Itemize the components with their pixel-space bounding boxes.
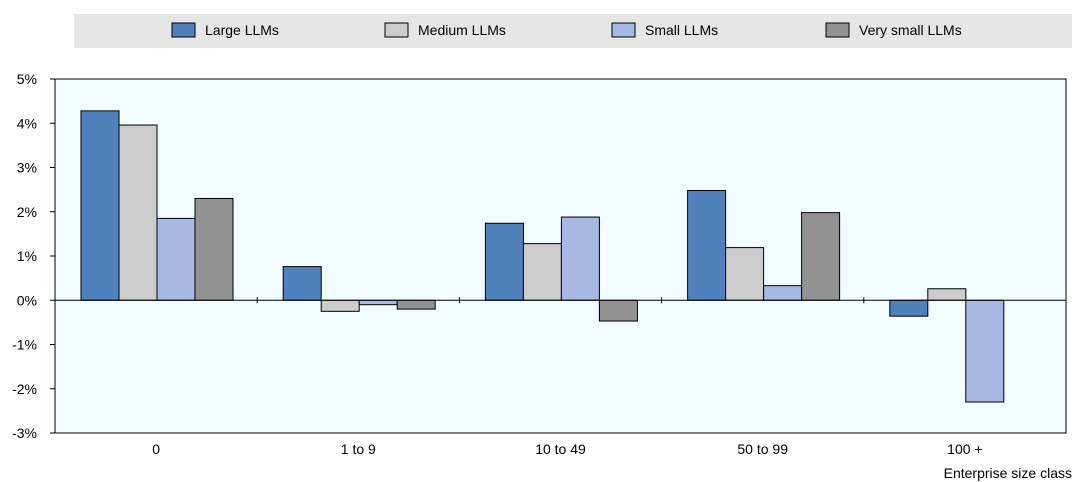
bar-0-0: [80, 110, 120, 301]
bar-0-3: [687, 190, 727, 301]
x-tick-label: 50 to 99: [737, 441, 788, 457]
y-tick-label: 3%: [17, 160, 37, 176]
x-axis: 0 1 to 9 10 to 49 50 to 99 100 +: [55, 297, 1066, 457]
y-tick-label: -2%: [12, 381, 37, 397]
bar-3-0: [194, 197, 234, 301]
x-tick-label: 100 +: [947, 441, 982, 457]
legend: Large LLMs Medium LLMs Small LLMs Very smal…: [171, 22, 962, 38]
bar-2-1: [358, 299, 398, 306]
y-axis: -3% -2% -1% 0% 1% 2% 3% 4% 5%: [12, 71, 55, 441]
y-tick-label: 1%: [17, 248, 37, 264]
legend-label-3: Very small LLMs: [859, 22, 962, 38]
bar-1-1: [320, 299, 360, 312]
bar-1-3: [725, 247, 765, 301]
legend-swatch-2: [611, 22, 636, 38]
x-axis-title: Enterprise size class: [944, 465, 1072, 481]
legend-swatch-3: [825, 22, 850, 38]
legend-swatch-0: [171, 22, 196, 38]
bar-1-2: [522, 243, 562, 301]
bar-2-0: [156, 217, 196, 301]
y-tick-label: -3%: [12, 425, 37, 441]
bar-1-0: [118, 124, 158, 301]
bar-0-1: [282, 266, 322, 301]
legend-label-1: Medium LLMs: [418, 22, 506, 38]
bar-3-3: [801, 212, 841, 301]
bar-2-2: [560, 216, 600, 301]
bar-0-4: [889, 299, 929, 317]
y-tick-label: 4%: [17, 115, 37, 131]
bar-1-4: [927, 288, 967, 301]
bar-3-2: [598, 299, 638, 322]
bar-0-2: [484, 222, 524, 301]
legend-background: [74, 14, 1072, 48]
x-tick-label: 1 to 9: [341, 441, 376, 457]
bar-2-4: [965, 299, 1005, 403]
bar-2-3: [763, 285, 803, 301]
y-tick-label: -1%: [12, 337, 37, 353]
legend-swatch-1: [384, 22, 409, 38]
legend-label-0: Large LLMs: [205, 22, 279, 38]
y-tick-label: 2%: [17, 204, 37, 220]
y-tick-label: 0%: [17, 292, 37, 308]
y-tick-label: 5%: [17, 71, 37, 87]
bar-3-1: [396, 299, 436, 310]
x-tick-label: 0: [152, 441, 160, 457]
legend-label-2: Small LLMs: [645, 22, 718, 38]
x-tick-label: 10 to 49: [535, 441, 586, 457]
